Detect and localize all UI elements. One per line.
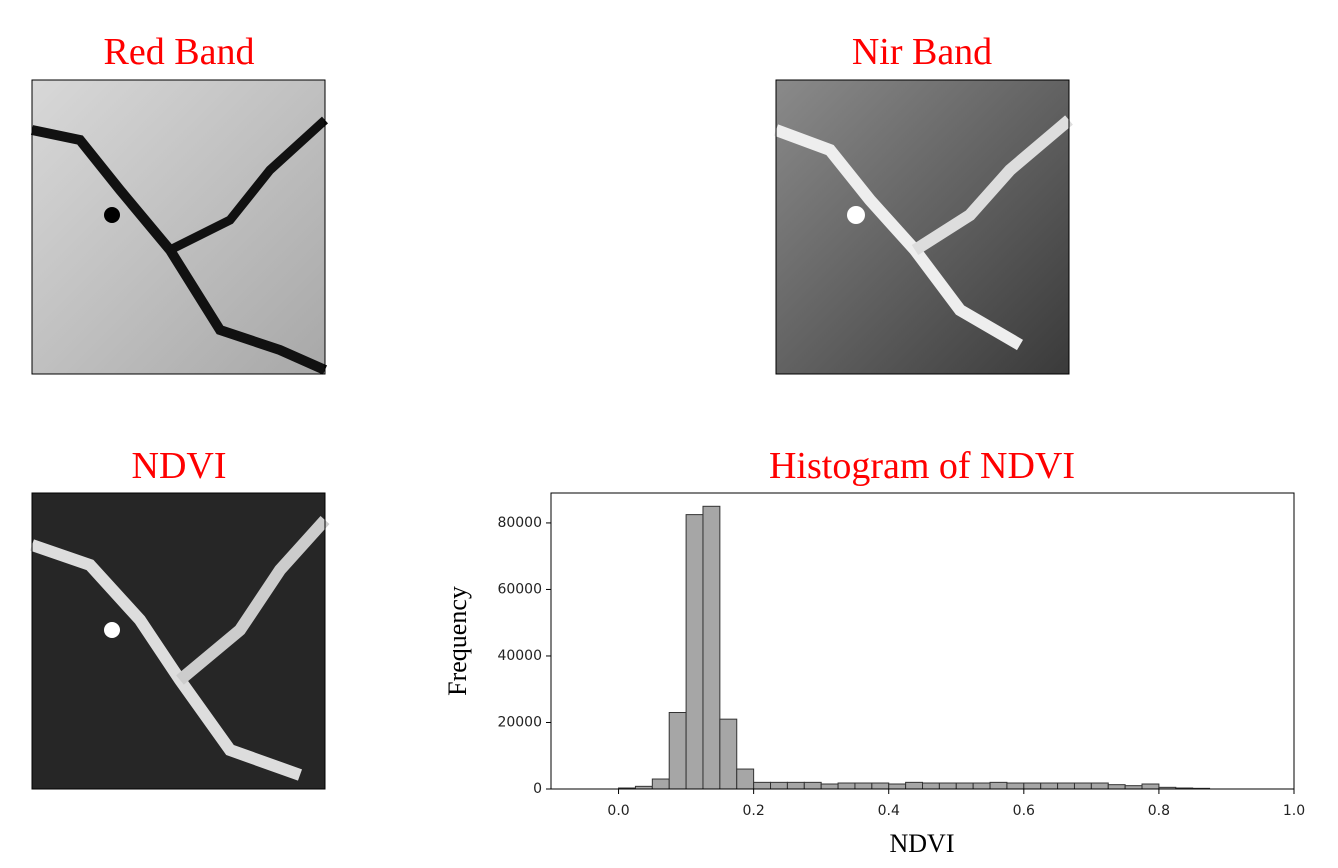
x-tick-label: 0.0	[607, 803, 629, 819]
histogram-bar	[905, 781, 924, 790]
histogram-bar	[803, 781, 822, 790]
histogram-bar	[702, 505, 721, 790]
histogram-bar	[1141, 783, 1160, 790]
nir-band-image	[773, 79, 1073, 375]
histogram-bar	[786, 781, 805, 790]
histogram-bar	[820, 783, 839, 790]
histogram-bar	[955, 782, 974, 790]
histogram-bar	[1107, 784, 1126, 790]
histogram-bar	[922, 782, 940, 790]
histogram-bar	[685, 514, 704, 790]
histogram-bar	[837, 782, 856, 790]
x-axis-label: NDVI	[890, 829, 955, 858]
histogram-bar	[668, 712, 687, 790]
x-tick-label: 1.0	[1283, 803, 1305, 819]
histogram-bar	[651, 778, 670, 790]
histogram-bar	[854, 782, 873, 790]
y-tick-label: 20000	[497, 714, 542, 730]
histogram-bar	[1023, 782, 1042, 790]
x-tick-label: 0.8	[1148, 803, 1170, 819]
histogram-bar	[1073, 782, 1092, 790]
image-title: NDVI	[132, 445, 227, 487]
y-tick-label: 80000	[497, 515, 542, 531]
histogram-bar	[1040, 782, 1059, 790]
histogram-bar	[888, 783, 907, 790]
x-tick-label: 0.2	[743, 803, 765, 819]
histogram-bar	[989, 781, 1008, 790]
y-axis-label: Frequency	[443, 586, 472, 696]
histogram-bar	[871, 782, 890, 790]
y-tick-label: 0	[533, 781, 542, 797]
histogram-bar	[719, 718, 738, 790]
image-title: Red Band	[104, 31, 255, 73]
y-tick-label: 40000	[497, 648, 542, 664]
red-band-image	[30, 79, 329, 375]
x-tick-label: 0.6	[1013, 803, 1035, 819]
chart-title: Histogram of NDVI	[769, 445, 1075, 487]
y-tick-label: 60000	[497, 581, 542, 597]
ndvi-image	[30, 492, 330, 790]
histogram-bar	[938, 782, 957, 790]
histogram-bar	[736, 768, 755, 790]
x-tick-label: 0.4	[878, 803, 900, 819]
histogram-bar	[770, 781, 788, 790]
histogram-bar	[753, 781, 772, 790]
histogram-bar	[972, 782, 991, 790]
histogram-plot: 0.0 0.2 0.4 0.6 0.8 1.0 0 20000 40000 60000 80000	[497, 492, 1305, 819]
histogram-bar	[1090, 782, 1109, 790]
image-title: Nir Band	[852, 31, 992, 73]
histogram-bar	[1006, 782, 1025, 790]
histogram-bar	[1057, 782, 1075, 790]
plot-frame	[550, 492, 1295, 790]
